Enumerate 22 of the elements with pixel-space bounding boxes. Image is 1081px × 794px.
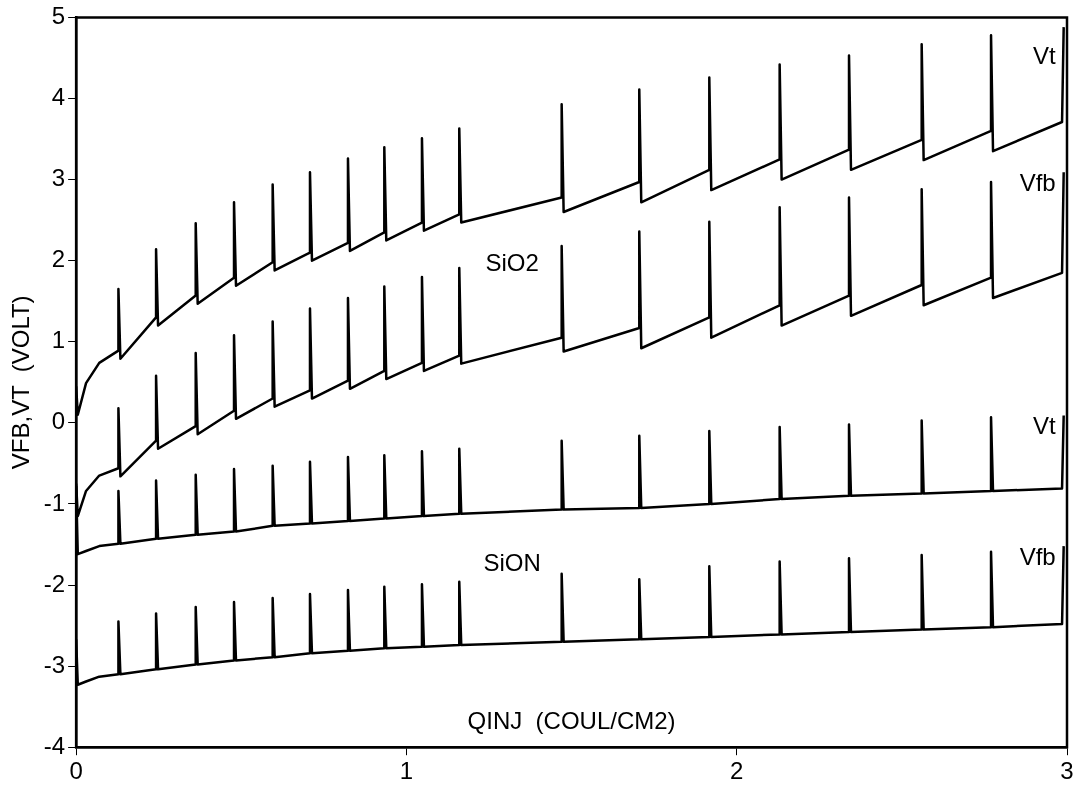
y-tick-label: 2 — [51, 245, 66, 273]
annotation: SiO2 — [485, 249, 539, 277]
y-tick-label: 3 — [51, 164, 66, 192]
x-tick-label: 0 — [69, 757, 83, 785]
x-tick-label: 1 — [399, 757, 414, 785]
y-tick-label: 1 — [51, 326, 66, 354]
y-tick-label: -2 — [43, 569, 66, 597]
y-axis-title: VFB,VT (VOLT) — [7, 295, 35, 470]
y-tick-label: 4 — [51, 83, 66, 111]
y-tick-label: -1 — [43, 488, 66, 516]
series-label: Vt — [1033, 42, 1057, 70]
x-tick-label: 3 — [1060, 757, 1074, 785]
series-label: Vt — [1033, 412, 1057, 440]
y-tick-label: -4 — [43, 731, 66, 759]
y-tick-label: -3 — [43, 650, 66, 678]
series-label: Vfb — [1019, 542, 1056, 570]
y-tick-label: 0 — [51, 407, 66, 435]
y-tick-label: 5 — [51, 2, 66, 30]
annotation: SiON — [483, 548, 541, 576]
x-axis-title: QINJ (COUL/CM2) — [467, 707, 676, 735]
series-label: Vfb — [1019, 168, 1056, 196]
x-tick-label: 2 — [730, 757, 744, 785]
